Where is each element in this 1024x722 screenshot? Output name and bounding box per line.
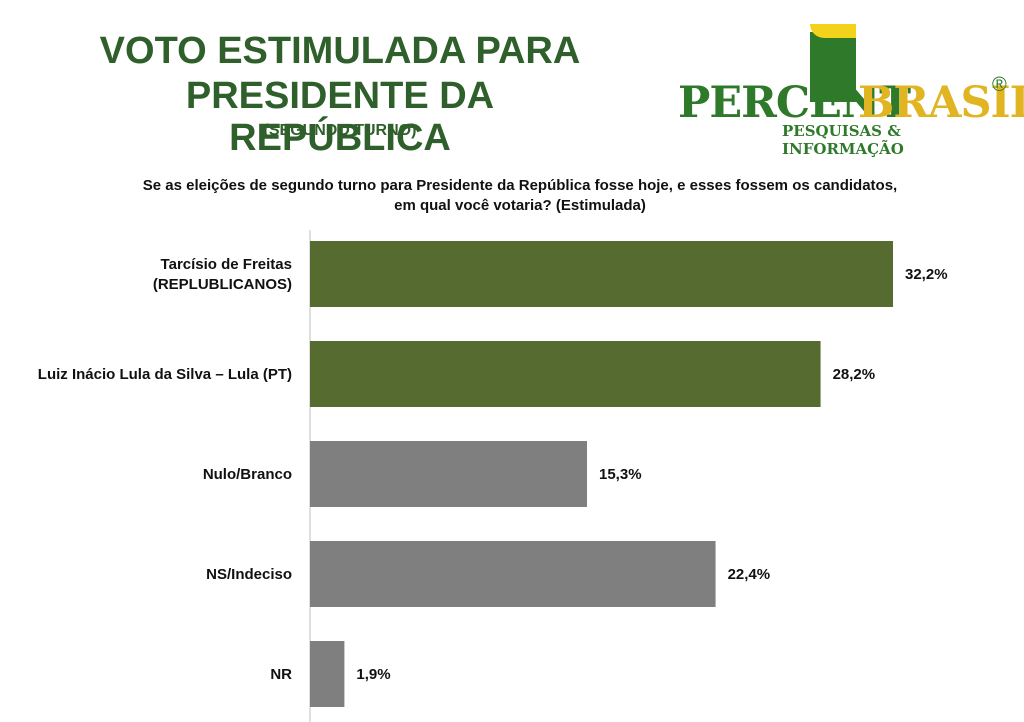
logo-brand-part1: PERCENT bbox=[678, 78, 911, 128]
survey-question-line1: Se as eleições de segundo turno para Pre… bbox=[142, 177, 898, 194]
logo-yellow-stripe bbox=[810, 24, 856, 38]
category-label-0-line2: (REPLUBLICANOS) bbox=[153, 276, 292, 293]
chart-title-line2: PRESIDENTE DA REPÚBLICA bbox=[185, 75, 495, 159]
category-label-3: NS/Indeciso bbox=[206, 566, 292, 583]
data-label-2: 15,3% bbox=[599, 466, 642, 483]
category-label-1: Luiz Inácio Lula da Silva – Lula (PT) bbox=[38, 366, 292, 383]
category-label-2: Nulo/Branco bbox=[203, 466, 292, 483]
logo-tagline: PESQUISAS & INFORMAÇÃO bbox=[782, 122, 904, 158]
bar-chart: 32,2% Tarcísio de Freitas (REPLUBLICANOS) 2… bbox=[38, 230, 948, 722]
data-label-4: 1,9% bbox=[356, 666, 390, 683]
logo-registered-mark: ® bbox=[992, 74, 1007, 96]
chart-subtitle: (SEGUNDO TURNO) bbox=[263, 122, 417, 139]
category-label-4: NR bbox=[270, 666, 292, 683]
survey-question-line2: em qual você votaria? (Estimulada) bbox=[394, 197, 646, 214]
survey-question: Se as eleições de segundo turno para Pre… bbox=[80, 176, 960, 216]
percentbrasil-logo: PERCENT BRASIL ® PESQUISAS & INFORMAÇÃO bbox=[670, 22, 1024, 158]
category-label-0-line1: Tarcísio de Freitas bbox=[161, 256, 292, 273]
chart-title-line1: VOTO ESTIMULADA PARA bbox=[99, 30, 581, 72]
bar-0 bbox=[310, 241, 893, 307]
logo-green-flag bbox=[810, 32, 856, 102]
bar-2 bbox=[310, 441, 588, 507]
data-label-0: 32,2% bbox=[905, 266, 948, 283]
bar-4 bbox=[310, 641, 345, 707]
bar-3 bbox=[310, 541, 716, 607]
data-label-1: 28,2% bbox=[833, 366, 876, 383]
bar-1 bbox=[310, 341, 821, 407]
data-label-3: 22,4% bbox=[728, 566, 771, 583]
logo-brand-part2: BRASIL bbox=[858, 78, 1024, 128]
